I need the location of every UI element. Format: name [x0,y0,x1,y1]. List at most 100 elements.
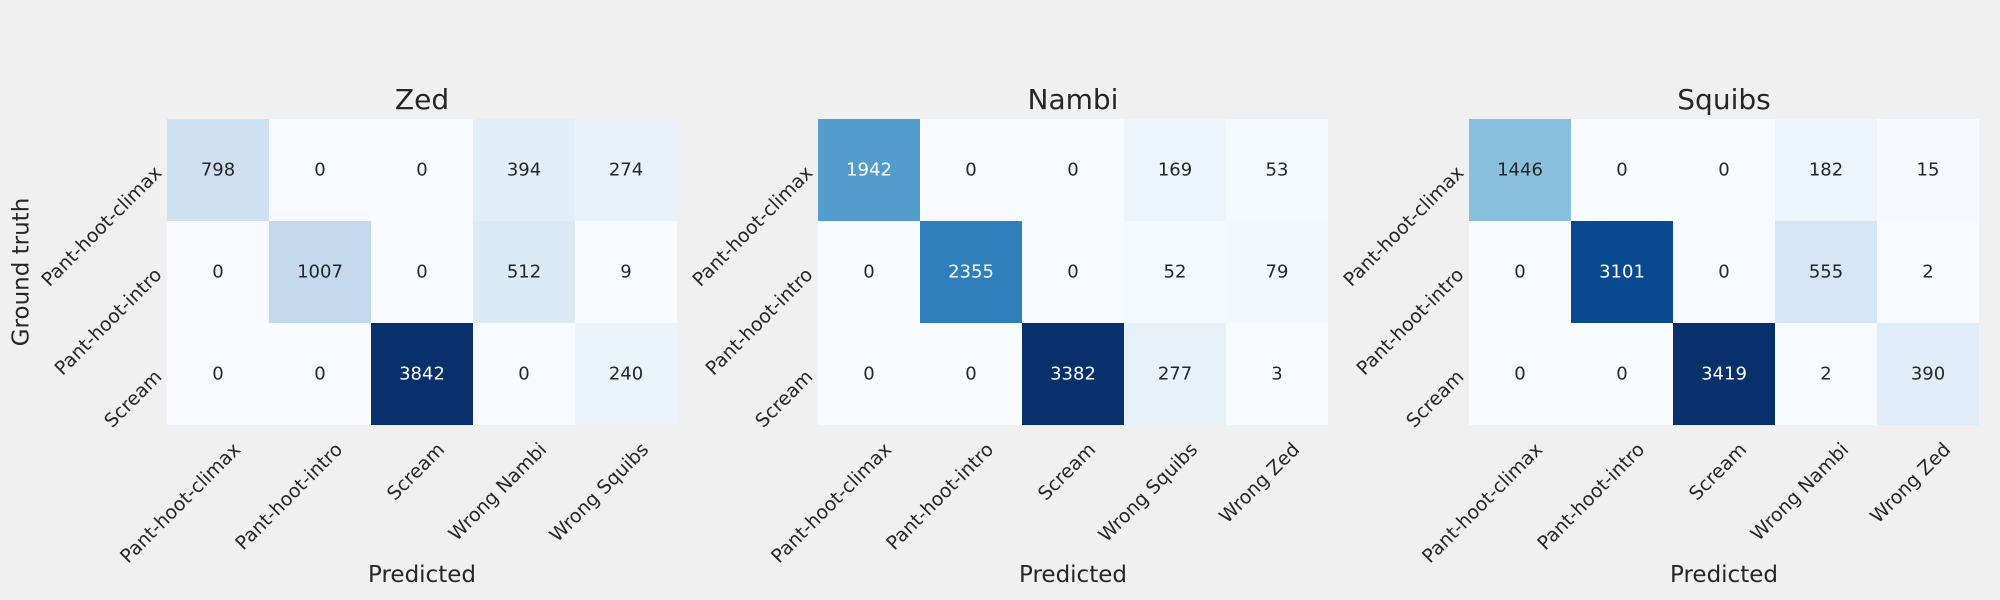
heatmap-cell [1673,221,1775,323]
cell-value-label: 0 [314,364,325,385]
cell-value-label: 0 [1067,160,1078,181]
y-tick-label: Scream [1402,366,1468,432]
x-tick-label: Scream [1685,439,1751,505]
heatmap-cell [818,119,920,221]
x-tick-label: Wrong Zed [1215,439,1304,528]
heatmap-cell [1124,221,1226,323]
heatmap-cell [920,323,1022,425]
cell-value-label: 512 [507,262,541,283]
heatmap-cell [1571,323,1673,425]
x-tick-label: Pant-hoot-climax [767,439,896,568]
heatmap-cell [1571,221,1673,323]
x-tick-label: Wrong Zed [1866,439,1955,528]
heatmap-cell [1673,323,1775,425]
y-axis-label: Ground truth [9,198,35,347]
heatmap-cell [371,221,473,323]
cell-value-label: 169 [1158,160,1192,181]
cell-value-label: 555 [1809,262,1843,283]
cell-value-label: 0 [212,364,223,385]
cell-value-label: 2355 [948,262,994,283]
heatmap-cell [167,323,269,425]
heatmap-cell [920,221,1022,323]
cell-value-label: 0 [518,364,529,385]
heatmap-cell [1775,119,1877,221]
cell-value-label: 798 [201,160,235,181]
heatmap-cell [1124,323,1226,425]
cell-value-label: 277 [1158,364,1192,385]
heatmap-cell [1226,119,1328,221]
heatmap-cell [1571,119,1673,221]
panel-title: Zed [395,83,449,116]
cell-value-label: 0 [1616,160,1627,181]
cell-value-label: 0 [1514,364,1525,385]
heatmap-cell [1877,221,1979,323]
heatmap-cell [1775,221,1877,323]
cell-value-label: 3842 [399,364,445,385]
cell-value-label: 0 [1616,364,1627,385]
x-tick-label: Wrong Squibs [545,439,653,547]
cell-value-label: 0 [314,160,325,181]
cell-value-label: 0 [1718,262,1729,283]
heatmap-cell [1469,119,1571,221]
heatmap-cell [371,119,473,221]
cell-value-label: 0 [416,160,427,181]
heatmap-cell [1226,323,1328,425]
heatmap-cell [167,119,269,221]
cell-value-label: 52 [1164,262,1187,283]
y-tick-label: Scream [100,366,166,432]
x-tick-label: Pant-hoot-intro [231,439,347,555]
heatmap-cell [575,221,677,323]
cell-value-label: 0 [1067,262,1078,283]
heatmap-cell [269,119,371,221]
cell-value-label: 1007 [297,262,343,283]
heatmap-cell [1877,323,1979,425]
cell-value-label: 0 [212,262,223,283]
cell-value-label: 9 [620,262,631,283]
heatmap-cell [1877,119,1979,221]
cell-value-label: 182 [1809,160,1843,181]
y-tick-label: Pant-hoot-intro [701,264,817,380]
cell-value-label: 0 [863,262,874,283]
heatmap-cell [1673,119,1775,221]
x-tick-label: Wrong Squibs [1094,439,1202,547]
cell-value-label: 3382 [1050,364,1096,385]
cell-value-label: 3101 [1599,262,1645,283]
x-tick-label: Scream [1034,439,1100,505]
heatmap-cell [473,323,575,425]
heatmap-cell [1775,323,1877,425]
y-tick-label: Pant-hoot-intro [1352,264,1468,380]
x-tick-label: Scream [383,439,449,505]
cell-value-label: 53 [1266,160,1289,181]
heatmap-cell [1022,221,1124,323]
cell-value-label: 79 [1266,262,1289,283]
cell-value-label: 0 [863,364,874,385]
x-axis-label: Predicted [1670,562,1778,588]
cell-value-label: 1446 [1497,160,1543,181]
x-tick-label: Wrong Nambi [1747,439,1854,546]
cell-value-label: 2 [1820,364,1831,385]
heatmap-cell [1022,323,1124,425]
cell-value-label: 15 [1917,160,1940,181]
x-tick-label: Pant-hoot-intro [882,439,998,555]
heatmap-cell [575,119,677,221]
cell-value-label: 3 [1271,364,1282,385]
cell-value-label: 1942 [846,160,892,181]
panel-title: Nambi [1028,83,1119,116]
heatmap-cell [473,119,575,221]
heatmap-cell [818,323,920,425]
x-tick-label: Pant-hoot-intro [1533,439,1649,555]
heatmap-cell [818,221,920,323]
heatmap-cell [920,119,1022,221]
x-tick-label: Wrong Nambi [445,439,552,546]
heatmap-cell [473,221,575,323]
heatmap-cell [1022,119,1124,221]
heatmap-cell [1124,119,1226,221]
cell-value-label: 0 [965,364,976,385]
heatmap-cell [371,323,473,425]
x-tick-label: Pant-hoot-climax [116,439,245,568]
heatmap-cell [1469,323,1571,425]
x-tick-label: Pant-hoot-climax [1418,439,1547,568]
x-axis-label: Predicted [1019,562,1127,588]
cell-value-label: 394 [507,160,541,181]
